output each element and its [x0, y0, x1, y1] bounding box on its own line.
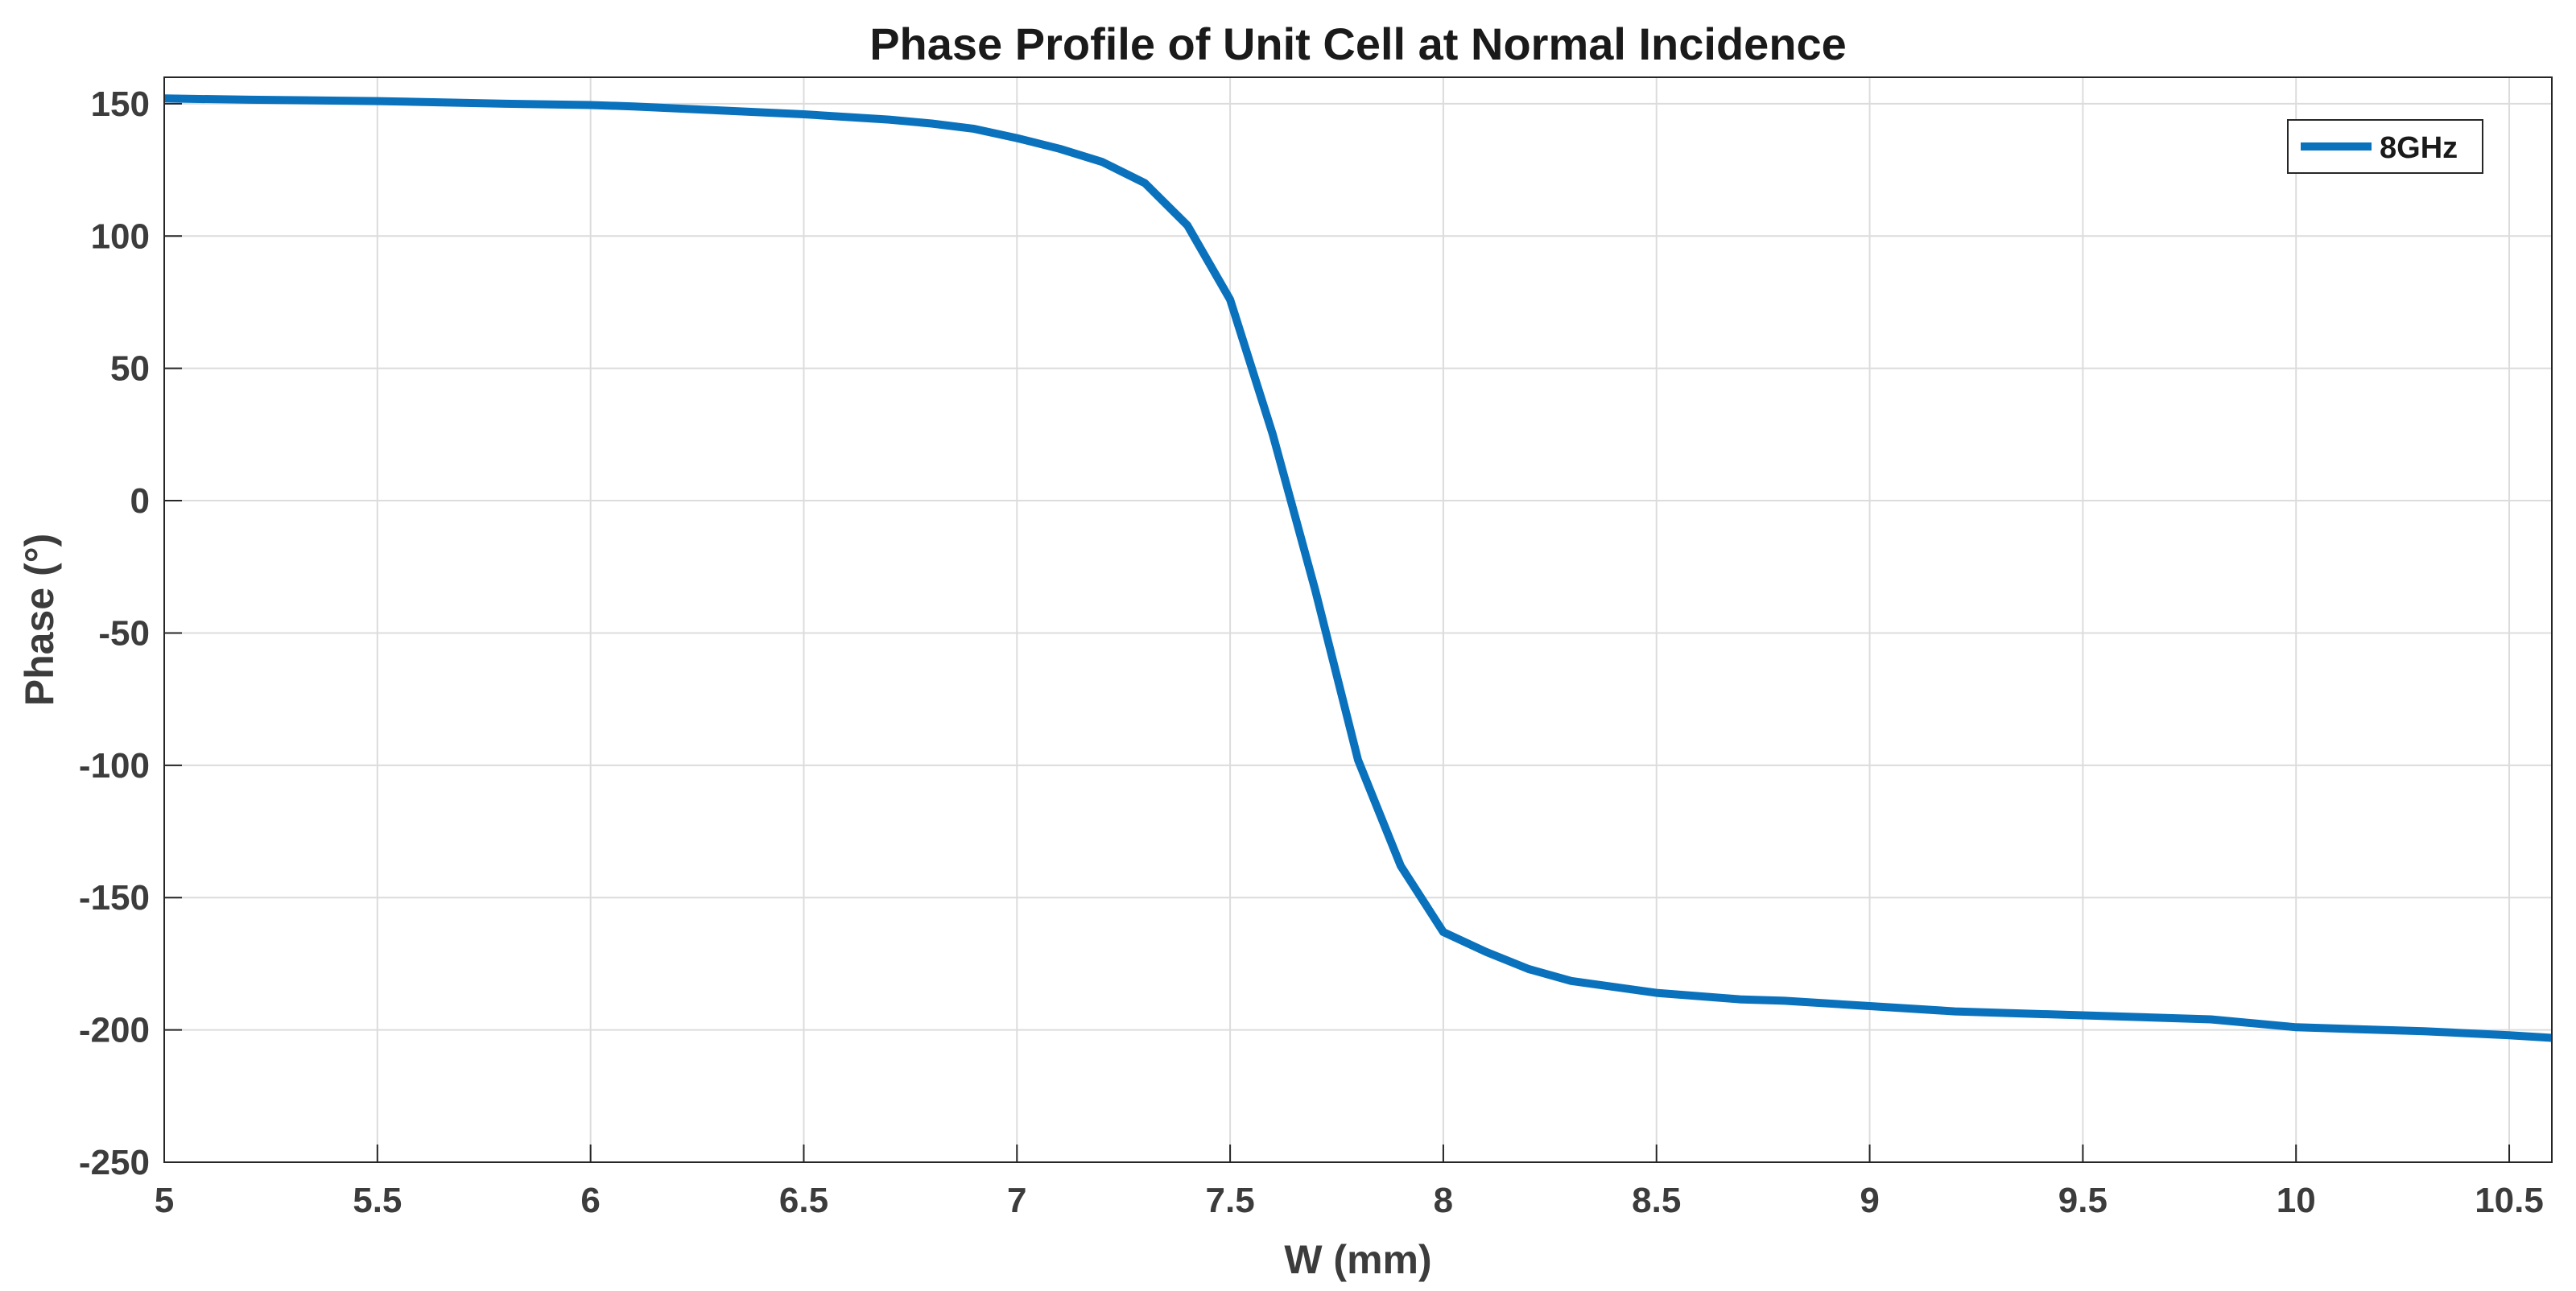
x-tick-label: 9 [1860, 1181, 1879, 1220]
series-line-8ghz [163, 94, 2553, 1042]
plot-area [164, 77, 2552, 1162]
y-tick-label: -200 [79, 1011, 150, 1050]
x-tick-label: 8.5 [1632, 1181, 1681, 1220]
y-tick-label: -100 [79, 746, 150, 786]
y-tick-label: 150 [91, 85, 150, 124]
y-tick-label: -150 [79, 878, 150, 918]
y-tick-label: 50 [110, 349, 150, 389]
series-group [163, 94, 2553, 1042]
y-tick-label: 100 [91, 217, 150, 256]
plot-frame [163, 76, 2553, 1163]
legend-box [2287, 119, 2483, 174]
x-axis-ticks: 5 5.5 6 6.5 7 7.5 8 8.5 9 9.5 10 10.5 [155, 1145, 2544, 1220]
x-tick-label: 6.5 [779, 1181, 828, 1220]
x-tick-label: 5 [155, 1181, 174, 1220]
x-tick-label: 9.5 [2058, 1181, 2107, 1220]
x-axis-title: W (mm) [1284, 1237, 1431, 1282]
x-tick-label: 7 [1007, 1181, 1026, 1220]
chart-title: Phase Profile of Unit Cell at Normal Inc… [869, 19, 1847, 69]
y-axis-ticks: 150 100 50 0 -50 -100 -150 -200 -250 [79, 85, 182, 1182]
y-tick-label: -250 [79, 1143, 150, 1182]
x-tick-label: 8 [1434, 1181, 1453, 1220]
legend: 8GHz [2287, 119, 2483, 174]
x-tick-label: 6 [580, 1181, 600, 1220]
x-tick-label: 10.5 [2475, 1181, 2544, 1220]
x-tick-label: 10 [2277, 1181, 2316, 1220]
y-tick-label: 0 [130, 481, 150, 521]
y-axis-title: Phase (°) [17, 534, 62, 707]
y-tick-label: -50 [98, 613, 150, 653]
x-tick-label: 5.5 [353, 1181, 402, 1220]
x-tick-label: 7.5 [1206, 1181, 1255, 1220]
legend-label: 8GHz [2380, 131, 2458, 165]
